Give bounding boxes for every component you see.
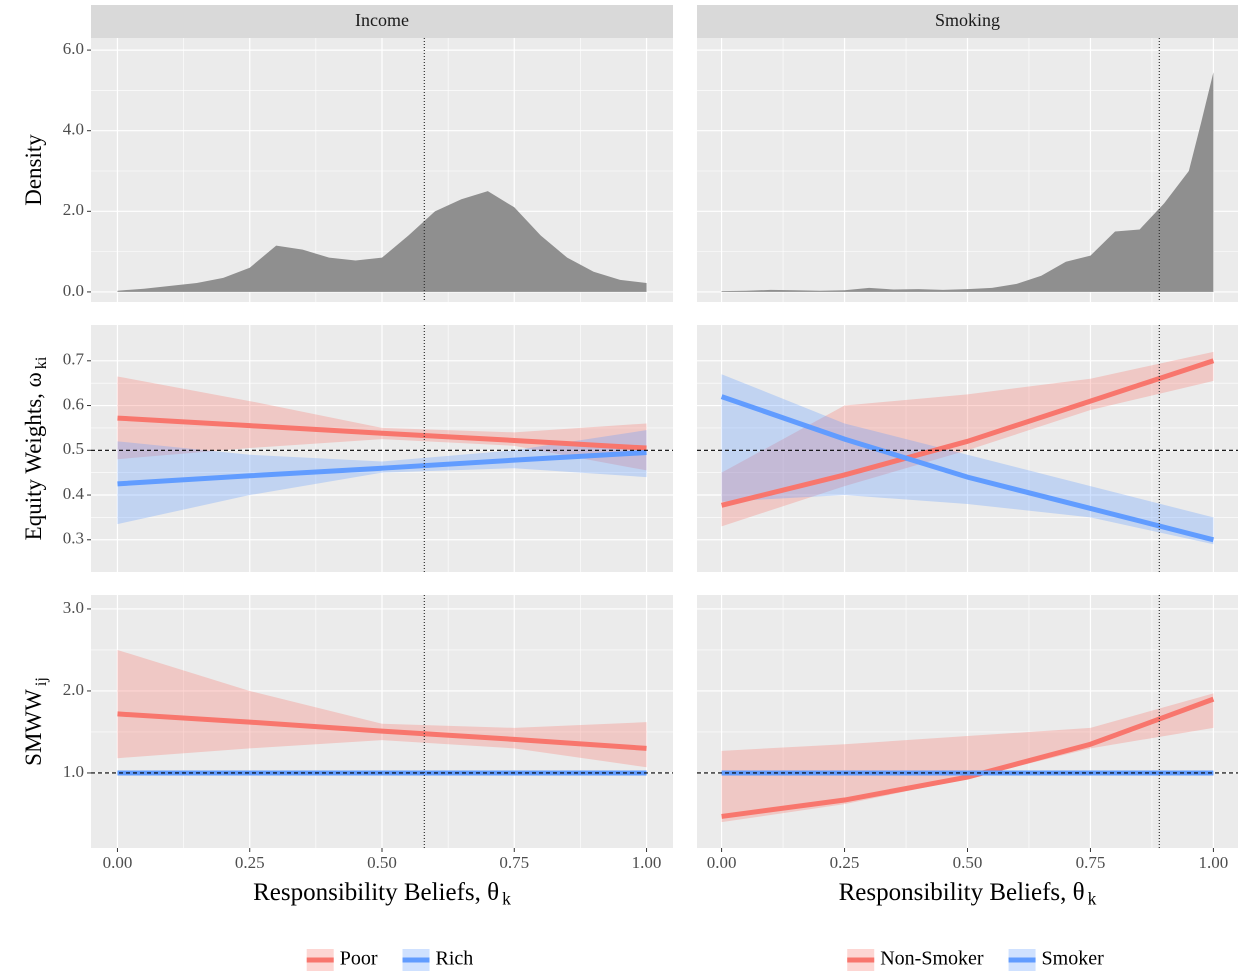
- x-tick-label: 1.00: [1199, 853, 1229, 872]
- facet-title: Income: [355, 10, 409, 30]
- y-axis-label: SMWW ij: [21, 677, 49, 766]
- legend: Non-Smoker Smoker: [847, 948, 1104, 971]
- y-axis-label: Equity Weights, ω ki: [21, 356, 49, 540]
- x-axis-label-main: Responsibility Beliefs, θ: [253, 879, 499, 906]
- x-tick-label: 0.75: [1076, 853, 1106, 872]
- series-line: [117, 415, 647, 451]
- y-tick-label: 0.4: [63, 484, 85, 503]
- x-tick-label: 0.50: [953, 853, 983, 872]
- series-line: [720, 358, 1215, 508]
- x-axis-label-sub: k: [1088, 888, 1097, 908]
- y-tick-label: 4.0: [63, 120, 84, 139]
- x-tick-label: 0.50: [367, 853, 397, 872]
- series-line: [117, 711, 647, 751]
- legend-label: Rich: [436, 948, 474, 970]
- confidence-band: [721, 693, 1214, 823]
- series-line: [720, 394, 1215, 543]
- y-tick-label: 6.0: [63, 39, 84, 58]
- legend-label: Poor: [340, 948, 378, 970]
- x-tick-label: 1.00: [632, 853, 662, 872]
- legend-label: Smoker: [1042, 948, 1105, 970]
- y-axis-label-main: SMWW: [21, 689, 46, 766]
- facet-strip: [697, 5, 1238, 38]
- y-tick-label: 2.0: [63, 680, 84, 699]
- y-tick-label: 1.0: [63, 762, 84, 781]
- y-tick-label: 2.0: [63, 200, 84, 219]
- density-area: [117, 191, 647, 292]
- facet-title: Smoking: [935, 10, 1000, 30]
- x-axis-label-main: Responsibility Beliefs, θ: [839, 879, 1085, 906]
- x-tick-label: 0.00: [103, 853, 133, 872]
- x-tick-label: 0.25: [830, 853, 860, 872]
- x-tick-label: 0.00: [707, 853, 737, 872]
- x-tick-label: 0.25: [235, 853, 265, 872]
- confidence-band: [117, 430, 647, 525]
- confidence-band: [721, 374, 1214, 545]
- y-tick-label: 0.6: [63, 394, 84, 413]
- series-line: [117, 450, 647, 487]
- y-axis-label-sub: ij: [32, 677, 49, 686]
- legend: Poor Rich: [306, 948, 474, 971]
- y-axis-label-sub: ki: [32, 356, 49, 369]
- legend-label: Non-Smoker: [880, 948, 984, 970]
- x-tick-label: 0.75: [499, 853, 529, 872]
- y-tick-label: 3.0: [63, 598, 84, 617]
- confidence-band: [117, 376, 647, 471]
- y-tick-label: 0.3: [63, 529, 84, 548]
- facet-strip: [91, 5, 673, 38]
- series-line: [721, 696, 1215, 819]
- y-tick-label: 0.0: [63, 281, 84, 300]
- y-tick-label: 0.5: [63, 439, 84, 458]
- y-axis-label-main: Equity Weights, ω: [21, 372, 46, 540]
- density-area: [721, 72, 1214, 292]
- y-axis-label-main: Density: [21, 134, 46, 206]
- y-tick-label: 0.7: [63, 350, 85, 369]
- y-axis-label: Density: [21, 134, 46, 206]
- x-axis-label-sub: k: [502, 888, 511, 908]
